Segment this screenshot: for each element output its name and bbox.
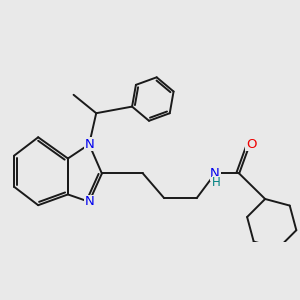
Text: O: O [246,138,256,151]
Text: N: N [210,167,220,180]
Text: N: N [84,138,94,151]
Text: H: H [212,176,221,189]
Text: N: N [84,195,94,208]
